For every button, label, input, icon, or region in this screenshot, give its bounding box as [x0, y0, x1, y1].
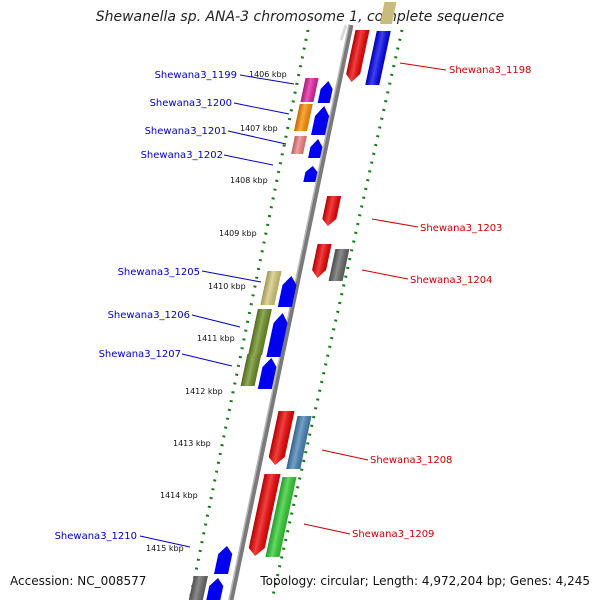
gene-label[interactable]: Shewana3_1198	[449, 65, 531, 76]
sequence-backbone-shade	[228, 24, 350, 600]
gene-1198-red[interactable]	[344, 30, 370, 82]
kbp-label: 1415 kbp	[146, 544, 184, 553]
sequence-backbone	[228, 24, 354, 600]
leader-line	[139, 535, 191, 548]
gene-label[interactable]: Shewana3_1209	[352, 529, 434, 540]
gene-shade	[248, 309, 272, 355]
kbp-label: 1414 kbp	[160, 491, 198, 500]
gene-1210-arrow[interactable]	[214, 546, 234, 574]
leader-line	[223, 154, 274, 166]
gene-label[interactable]: Shewana3_1200	[150, 98, 232, 109]
gene-shade	[346, 30, 370, 82]
leader-line	[371, 218, 419, 228]
gene-shade	[248, 474, 281, 556]
leader-line	[227, 130, 287, 145]
gene-arrow	[308, 139, 323, 158]
gene-1202-arrow[interactable]	[303, 166, 318, 182]
gene-label[interactable]: Shewana3_1204	[410, 275, 492, 286]
gene-shade	[312, 244, 332, 278]
gene-bottom-blue[interactable]	[205, 578, 225, 600]
gene-1209-red[interactable]	[247, 474, 281, 556]
gene-shade	[294, 104, 313, 131]
kbp-label: 1413 kbp	[173, 439, 211, 448]
gene-label[interactable]: Shewana3_1208	[370, 455, 452, 466]
map-title: Shewanella sp. ANA-3 chromosome 1, compl…	[95, 9, 505, 25]
gene-1200-arrow[interactable]	[311, 106, 331, 135]
gene-1204[interactable]	[328, 249, 350, 281]
gene-shade	[365, 31, 391, 85]
gene-label[interactable]: Shewana3_1206	[108, 310, 190, 321]
gene-shade	[240, 354, 262, 386]
gene-1203[interactable]	[321, 196, 342, 226]
kbp-label: 1406 kbp	[249, 70, 287, 79]
gene-1199[interactable]	[300, 78, 319, 102]
gene-label[interactable]: Shewana3_1205	[118, 267, 200, 278]
gene-1204-red[interactable]	[310, 244, 332, 278]
gene-1205[interactable]	[260, 271, 282, 305]
gene-arrow	[205, 578, 224, 600]
gene-1201-arrow[interactable]	[308, 139, 324, 158]
gene-1198[interactable]	[365, 31, 391, 85]
leader-line	[201, 270, 262, 283]
gene-arrow	[257, 358, 277, 389]
gene-shade	[322, 196, 342, 226]
gene-shade	[300, 78, 319, 102]
gene-1200[interactable]	[294, 104, 313, 131]
gene-1205-arrow[interactable]	[277, 276, 299, 307]
gene-label[interactable]: Shewana3_1203	[420, 223, 502, 234]
kbp-label: 1408 kbp	[230, 176, 268, 185]
gene-shade	[265, 477, 297, 557]
gene-arrow	[303, 166, 318, 182]
inner-dotted-track	[270, 29, 404, 600]
gene-shade	[286, 416, 312, 469]
gene-label[interactable]: Shewana3_1210	[55, 531, 137, 542]
kbp-label: 1412 kbp	[185, 387, 223, 396]
gene-label[interactable]: Shewana3_1199	[155, 70, 237, 81]
kbp-label: 1411 kbp	[197, 334, 235, 343]
gene-arrow	[266, 313, 288, 357]
leader-line	[191, 314, 241, 328]
accession-label: Accession: NC_008577	[10, 574, 147, 588]
gene-label[interactable]: Shewana3_1207	[99, 349, 181, 360]
leader-line	[303, 523, 351, 535]
gene-bottom-gray[interactable]	[188, 576, 208, 600]
gene-shade	[291, 136, 307, 154]
leader-line	[239, 74, 295, 85]
leader-line	[181, 353, 233, 367]
gene-1206-arrow[interactable]	[266, 313, 289, 357]
gene-1206[interactable]	[248, 309, 272, 355]
reference-line	[339, 24, 348, 41]
leader-line	[399, 62, 447, 71]
gene-label[interactable]: Shewana3_1201	[145, 126, 227, 137]
gene-block	[379, 2, 397, 24]
gene-1207[interactable]	[240, 354, 262, 386]
gene-label[interactable]: Shewana3_1202	[141, 150, 223, 161]
gene-shade	[188, 576, 208, 600]
gene-shade	[260, 271, 282, 305]
gene-1208[interactable]	[286, 416, 312, 469]
gene-1207-arrow[interactable]	[257, 358, 279, 389]
kbp-label: 1410 kbp	[208, 282, 246, 291]
gene-arrow	[311, 106, 330, 135]
gene-arrow	[214, 546, 233, 574]
kbp-label: 1409 kbp	[219, 229, 257, 238]
leader-line	[361, 269, 409, 280]
leader-line	[321, 449, 369, 461]
leader-line	[233, 102, 290, 115]
topology-label: Topology: circular; Length: 4,972,204 bp…	[260, 574, 590, 588]
gene-arrow	[277, 276, 297, 307]
gene-1199-arrow[interactable]	[317, 81, 335, 103]
gene-shade	[268, 411, 295, 465]
gene-shade	[328, 249, 350, 281]
gene-1209[interactable]	[265, 477, 297, 557]
gene-top-khaki[interactable]	[379, 2, 397, 24]
gene-1208-red[interactable]	[267, 411, 295, 465]
kbp-label: 1407 kbp	[240, 124, 278, 133]
gene-arrow	[317, 81, 333, 103]
gene-1201[interactable]	[291, 136, 307, 154]
